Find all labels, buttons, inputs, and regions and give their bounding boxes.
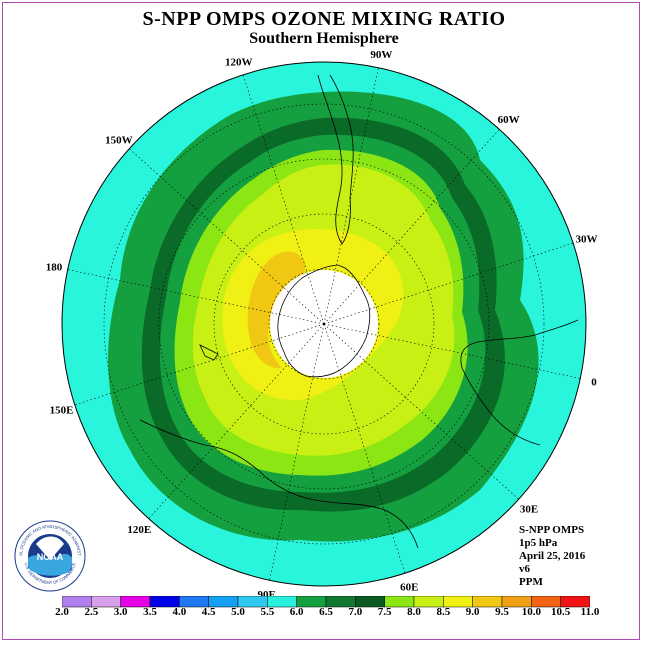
map-subtitle: Southern Hemisphere	[249, 30, 399, 47]
colorbar-tick-label: 10.5	[551, 606, 571, 618]
africa-coast	[460, 319, 579, 446]
colorbar-tick-label: 5.0	[231, 606, 245, 618]
longitude-label: 180	[46, 262, 63, 274]
colorbar-tick-label: 2.0	[55, 606, 69, 618]
contour-9p0	[247, 251, 306, 369]
colorbar-tick-label: 4.0	[172, 606, 187, 618]
colorbar-tick-label: 5.5	[260, 606, 275, 618]
units-label: PPM	[519, 576, 543, 588]
longitude-label: 60E	[400, 581, 418, 593]
level-label: 1p5 hPa	[519, 537, 558, 549]
colorbar-tick-label: 9.5	[495, 606, 509, 618]
longitude-label: 0	[591, 376, 597, 388]
longitude-label: 90W	[370, 49, 392, 61]
colorbar-tick-label: 7.0	[348, 606, 363, 618]
colorbar-tick-label: 10.0	[521, 606, 541, 618]
page-frame	[2, 2, 640, 640]
latitude-circles	[103, 103, 545, 545]
longitude-label: 120E	[127, 524, 151, 536]
colorbar-tick-label: 11.0	[580, 606, 600, 618]
instrument-label: S-NPP OMPS	[519, 524, 585, 536]
logo-wordmark: NOAA	[37, 552, 64, 562]
longitude-label: 60W	[498, 114, 520, 126]
longitude-label: 150E	[50, 404, 74, 416]
colorbar-tick-label: 3.5	[143, 606, 157, 618]
version-label: v6	[519, 563, 530, 575]
colorbar-tick-label: 7.5	[377, 606, 392, 618]
colorbar-tick-label: 8.0	[407, 606, 421, 618]
south-pole-marker	[322, 322, 326, 326]
colorbar-tick-label: 6.0	[289, 606, 304, 618]
australia-coast	[139, 419, 419, 549]
colorbar-tick-label: 6.5	[319, 606, 333, 618]
longitude-label: 30E	[520, 504, 538, 516]
info-block: S-NPP OMPS 1p5 hPa April 25, 2016 v6 PPM	[519, 524, 585, 589]
south-america-coast	[317, 74, 354, 245]
colorbar-tick-label: 8.5	[436, 606, 451, 618]
longitude-label: 30W	[575, 234, 597, 246]
colorbar-tick-label: 4.5	[201, 606, 216, 618]
date-label: April 25, 2016	[519, 550, 586, 562]
map-title: S-NPP OMPS OZONE MIXING RATIO	[142, 8, 506, 30]
colorbar-tick-label: 3.0	[113, 606, 128, 618]
new-zealand-coast	[199, 344, 219, 361]
colorbar-tick-label: 9.0	[465, 606, 480, 618]
noaa-logo: NOAA NATIONAL OCEANIC AND ATMOSPHERIC AD…	[14, 520, 86, 592]
longitude-label: 150W	[105, 134, 133, 146]
colorbar-tick-label: 2.5	[84, 606, 99, 618]
colorbar	[62, 596, 590, 608]
longitude-label: 120W	[225, 57, 253, 69]
